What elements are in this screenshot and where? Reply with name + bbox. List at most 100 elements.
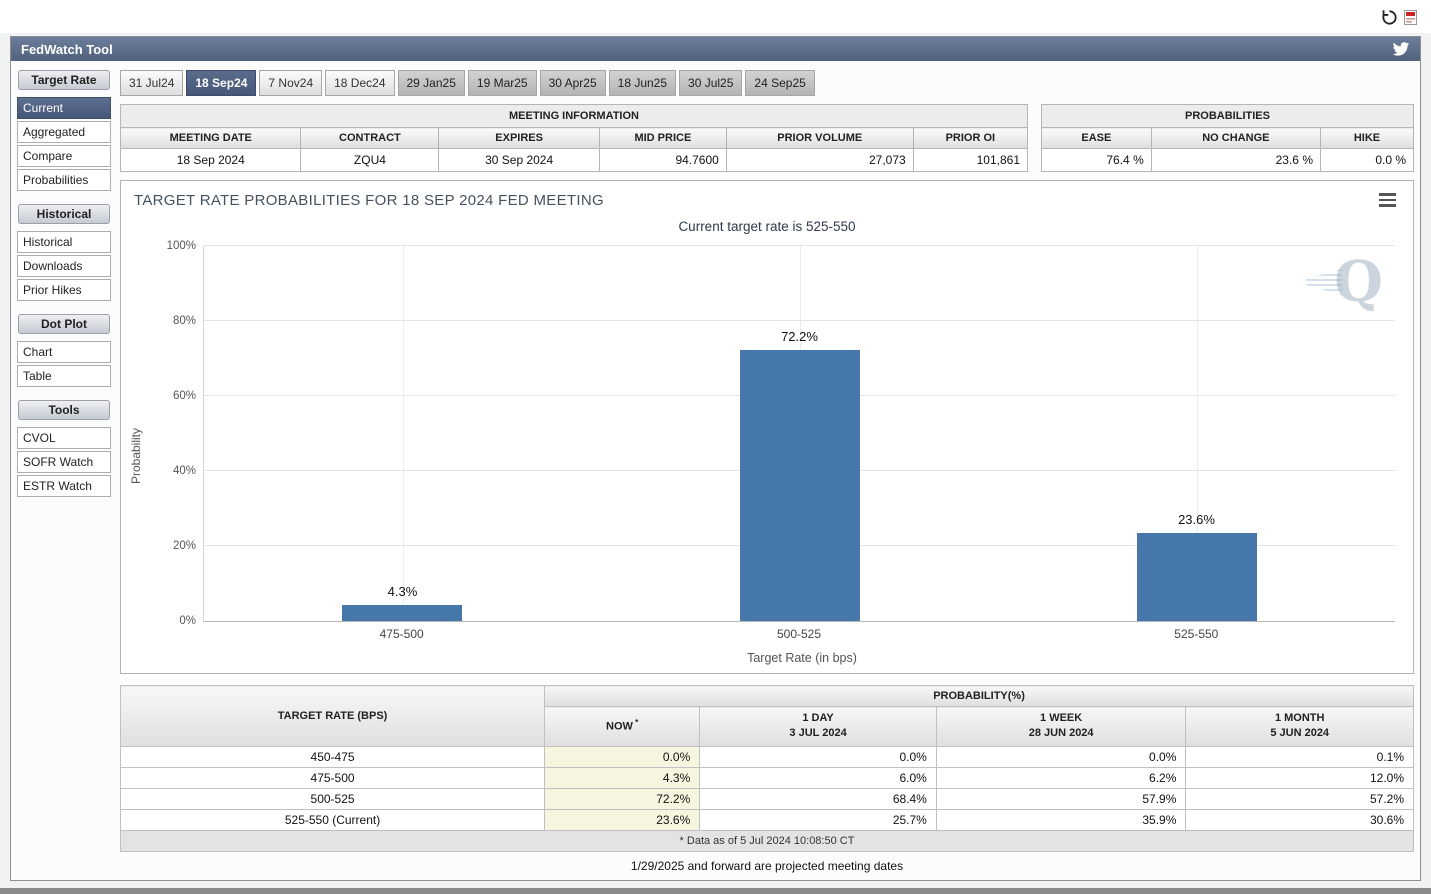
prob-table-body: 450-475 0.0% 0.0% 0.0% 0.1% 475-500 4.3% 6.0% 6.… xyxy=(119,745,1414,831)
meeting-tabs: 31 Jul24 18 Sep24 7 Nov24 18 Dec24 29 Jan25 1… xyxy=(120,70,1414,96)
table-row-450-475: 450-475 0.0% 0.0% 0.0% 0.1% xyxy=(119,745,1414,768)
sidebar-item-compare[interactable]: Compare xyxy=(17,145,111,167)
titlebar: FedWatch Tool xyxy=(11,37,1420,61)
y-tick-label: 100% xyxy=(166,240,196,252)
tab-31-jul24[interactable]: 31 Jul24 xyxy=(120,70,184,96)
sidebar-header-tools[interactable]: Tools xyxy=(18,400,110,420)
sidebar-item-current[interactable]: Current xyxy=(17,97,111,119)
prob-col-header-1-month: 1 MONTH 5 JUN 2024 xyxy=(1185,706,1414,747)
col-header-expires: EXPIRES xyxy=(438,127,600,149)
browser-chrome xyxy=(0,0,1431,33)
bar-value-label: 23.6% xyxy=(1178,511,1215,527)
sidebar-item-chart[interactable]: Chart xyxy=(17,341,111,363)
y-tick-label: 60% xyxy=(172,390,196,402)
bar-475-500[interactable] xyxy=(342,604,463,621)
gridline-h xyxy=(204,245,1395,246)
sidebar-item-aggregated[interactable]: Aggregated xyxy=(17,121,111,143)
sidebar-item-probabilities[interactable]: Probabilities xyxy=(17,169,111,191)
value-no-change: 23.6 % xyxy=(1150,148,1321,172)
prob-cell: 0.1% xyxy=(1185,745,1414,768)
gridline-v xyxy=(1196,246,1198,621)
sidebar-header-historical[interactable]: Historical xyxy=(18,204,110,224)
prob-cell: 23.6% xyxy=(544,808,701,831)
rate-cell: 525-550 (Current) xyxy=(119,808,546,831)
twitter-icon[interactable] xyxy=(1392,41,1410,57)
meeting-info-headers: MEETING DATE CONTRACT EXPIRES MID PRICE PRIO… xyxy=(119,127,1029,149)
chart-title: TARGET RATE PROBABILITIES FOR 18 SEP 202… xyxy=(134,192,604,209)
sidebar-item-prior-hikes[interactable]: Prior Hikes xyxy=(17,279,111,301)
value-meeting-date: 18 Sep 2024 xyxy=(119,148,302,172)
prob-cell: 57.9% xyxy=(935,787,1187,810)
refresh-icon[interactable] xyxy=(1381,9,1398,26)
rate-cell: 450-475 xyxy=(119,745,546,768)
col-header-prior-oi: PRIOR OI xyxy=(912,127,1029,149)
quikstrike-watermark: Q xyxy=(1306,254,1383,310)
table-row-500-525: 500-525 72.2% 68.4% 57.9% 57.2% xyxy=(119,787,1414,810)
x-tick-label: 500-525 xyxy=(776,627,822,641)
tab-29-jan25[interactable]: 29 Jan25 xyxy=(397,70,465,96)
sidebar-item-cvol[interactable]: CVOL xyxy=(17,427,111,449)
sidebar-section-historical: Historical Historical Downloads Prior Hikes xyxy=(17,204,111,301)
sidebar-header-dot-plot[interactable]: Dot Plot xyxy=(18,314,110,334)
col-header-mid-price: MID PRICE xyxy=(598,127,727,149)
sidebar-section-dot-plot: Dot Plot Chart Table xyxy=(17,314,111,387)
prob-cell: 30.6% xyxy=(1185,808,1414,831)
tab-18-jun25[interactable]: 18 Jun25 xyxy=(608,70,677,96)
col-header-contract: CONTRACT xyxy=(300,127,440,149)
value-hike: 0.0 % xyxy=(1319,148,1415,172)
tab-30-apr25[interactable]: 30 Apr25 xyxy=(539,70,606,96)
sidebar-item-table[interactable]: Table xyxy=(17,365,111,387)
info-row: MEETING INFORMATION MEETING DATE CONTRACT… xyxy=(119,104,1415,172)
y-tick-label: 40% xyxy=(172,465,196,477)
tab-19-mar25[interactable]: 19 Mar25 xyxy=(467,70,537,96)
probabilities-headers: EASE NO CHANGE HIKE xyxy=(1041,127,1415,149)
main-area: 31 Jul24 18 Sep24 7 Nov24 18 Dec24 29 Jan25 1… xyxy=(119,70,1415,880)
prob-cell: 57.2% xyxy=(1185,787,1414,810)
sidebar-header-target-rate[interactable]: Target Rate xyxy=(18,70,110,90)
value-prior-oi: 101,861 xyxy=(912,148,1029,172)
prob-cell: 72.2% xyxy=(544,787,701,810)
prob-col-header-1-week: 1 WEEK 28 JUN 2024 xyxy=(935,706,1187,747)
plugin-blocked-icon[interactable] xyxy=(1404,10,1417,25)
prob-cell: 12.0% xyxy=(1185,766,1414,789)
y-tick-label: 20% xyxy=(172,540,196,552)
prob-cell: 25.7% xyxy=(699,808,937,831)
rate-cell: 475-500 xyxy=(119,766,546,789)
tab-24-sep25[interactable]: 24 Sep25 xyxy=(745,70,815,96)
sidebar-item-downloads[interactable]: Downloads xyxy=(17,255,111,277)
prob-col-header-now: NOW * xyxy=(544,706,701,747)
probability-history-table: TARGET RATE (BPS) PROBABILITY(%) NOW * 1 … xyxy=(119,685,1414,852)
app-title: FedWatch Tool xyxy=(21,41,113,57)
sidebar-item-sofr-watch[interactable]: SOFR Watch xyxy=(17,451,111,473)
y-tick-label: 80% xyxy=(172,315,196,327)
bar-525-550[interactable] xyxy=(1136,532,1257,621)
gridline-v xyxy=(402,246,404,621)
prob-cell: 0.0% xyxy=(935,745,1187,768)
meeting-info-title: MEETING INFORMATION xyxy=(120,104,1028,128)
sidebar-item-historical[interactable]: Historical xyxy=(17,231,111,253)
prob-cell: 4.3% xyxy=(544,766,701,789)
bar-value-label: 4.3% xyxy=(387,583,418,599)
prob-cell: 68.4% xyxy=(699,787,937,810)
window-bottom-edge xyxy=(0,888,1431,894)
chart-menu-icon[interactable] xyxy=(1379,193,1396,210)
prob-cell: 6.2% xyxy=(935,766,1187,789)
col-header-ease: EASE xyxy=(1041,127,1152,149)
tab-7-nov24[interactable]: 7 Nov24 xyxy=(259,70,323,96)
tab-18-sep24[interactable]: 18 Sep24 xyxy=(186,70,257,96)
chart-plot: Q 0% 20% 40% 60% 80% 100% 4.3% 72.2% 23.6% xyxy=(167,240,1395,627)
tab-18-dec24[interactable]: 18 Dec24 xyxy=(325,70,395,96)
rate-header: TARGET RATE (BPS) xyxy=(119,685,546,747)
meeting-info-table: MEETING INFORMATION MEETING DATE CONTRACT… xyxy=(119,104,1029,172)
prob-cell: 35.9% xyxy=(935,808,1187,831)
value-ease: 76.4 % xyxy=(1041,148,1152,172)
sidebar-item-estr-watch[interactable]: ESTR Watch xyxy=(17,475,111,497)
projected-dates-note: 1/29/2025 and forward are projected meet… xyxy=(630,858,904,873)
bar-500-525[interactable] xyxy=(739,350,860,621)
value-mid-price: 94.7600 xyxy=(598,148,727,172)
probabilities-title: PROBABILITIES xyxy=(1041,104,1414,128)
sidebar: Target Rate Current Aggregated Compare Proba… xyxy=(17,70,111,880)
data-as-of-footnote: * Data as of 5 Jul 2024 10:08:50 CT xyxy=(120,829,1414,852)
probabilities-values: 76.4 % 23.6 % 0.0 % xyxy=(1041,148,1415,172)
tab-30-jul25[interactable]: 30 Jul25 xyxy=(679,70,743,96)
